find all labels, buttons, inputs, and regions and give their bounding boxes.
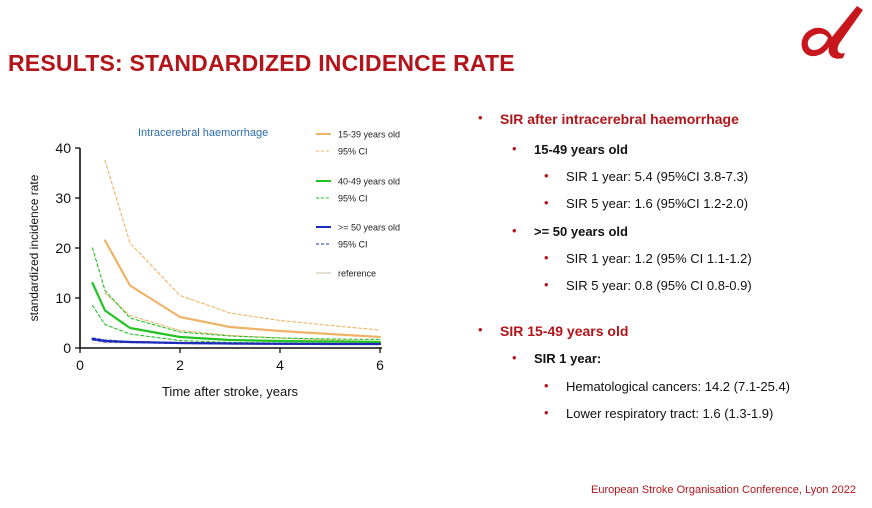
bullet-text: 15-49 years old: [534, 142, 628, 157]
series-line-2: [104, 292, 381, 343]
bullet-text: SIR 15-49 years old: [500, 323, 629, 339]
legend-label: reference: [338, 269, 376, 279]
bullet-dot-icon: •: [478, 110, 483, 125]
bullet-dot-icon: •: [544, 195, 549, 210]
legend-label: 40-49 years old: [338, 177, 400, 187]
bullet-dot-icon: •: [544, 277, 549, 292]
x-tick-label: 0: [76, 357, 84, 373]
bullet-text: Hematological cancers: 14.2 (7.1-25.4): [566, 379, 791, 394]
y-axis-ticks: 0 10 20 30 40: [55, 140, 80, 356]
bullet-dot-icon: •: [512, 223, 517, 238]
bullet-dot-icon: •: [544, 250, 549, 265]
x-axis-ticks: 0 2 4 6: [76, 348, 384, 373]
bullet-text: Lower respiratory tract: 1.6 (1.3-1.9): [566, 406, 774, 421]
bullet-dot-icon: •: [544, 168, 549, 183]
bullet-text: SIR 5 year: 1.6 (95%CI 1.2-2.0): [566, 196, 749, 211]
x-tick-label: 6: [376, 357, 384, 373]
sir-line-chart: Intracerebral haemorrhage 0 10 20 30 40 0 2 4 6…: [27, 127, 400, 399]
bullet-text: SIR 1 year: 1.2 (95% CI 1.1-1.2): [566, 251, 752, 266]
bullet-dot-icon: •: [544, 378, 549, 393]
bullet-dot-icon: •: [512, 350, 517, 365]
series-line-1: [104, 159, 381, 331]
x-tick-label: 4: [276, 357, 284, 373]
bullet-dot-icon: •: [478, 322, 483, 337]
series-line-3: [91, 281, 382, 344]
y-tick-label: 40: [55, 140, 71, 156]
series-line-4: [91, 247, 381, 341]
legend-label: >= 50 years old: [338, 223, 400, 233]
bullet-text: SIR 5 year: 0.8 (95% CI 0.8-0.9): [566, 278, 752, 293]
series-line-5: [91, 304, 381, 345]
footer-citation: European Stroke Organisation Conference,…: [591, 484, 856, 496]
legend: 15-39 years old 95% CI 40-49 years old 95% …: [316, 130, 400, 279]
chart-title: Intracerebral haemorrhage: [138, 127, 268, 139]
bullet-dot-icon: •: [512, 141, 517, 156]
legend-label: 15-39 years old: [338, 130, 400, 140]
alpha-logo-shape: [801, 6, 863, 59]
bullet-text: SIR after intracerebral haemorrhage: [500, 111, 739, 127]
bullet-dot-icon: •: [544, 405, 549, 420]
x-tick-label: 2: [176, 357, 184, 373]
y-axis-label: standardized incidence rate: [27, 174, 41, 321]
bullet-text: >= 50 years old: [534, 224, 628, 239]
y-tick-label: 0: [63, 340, 71, 356]
alpha-logo-icon: [801, 6, 863, 59]
bullet-text: SIR 1 year:: [534, 351, 602, 366]
y-tick-label: 10: [55, 290, 71, 306]
y-tick-label: 30: [55, 190, 71, 206]
series-layer: [91, 159, 382, 346]
legend-label: 95% CI: [338, 194, 368, 204]
y-tick-label: 20: [55, 240, 71, 256]
series-line-0: [103, 239, 382, 339]
series-line-6: [91, 337, 382, 346]
legend-label: 95% CI: [338, 240, 368, 250]
x-axis-label: Time after stroke, years: [162, 384, 299, 399]
page-title: RESULTS: STANDARDIZED INCIDENCE RATE: [8, 50, 515, 76]
bullet-text: SIR 1 year: 5.4 (95%CI 3.8-7.3): [566, 169, 749, 184]
legend-label: 95% CI: [338, 147, 368, 157]
